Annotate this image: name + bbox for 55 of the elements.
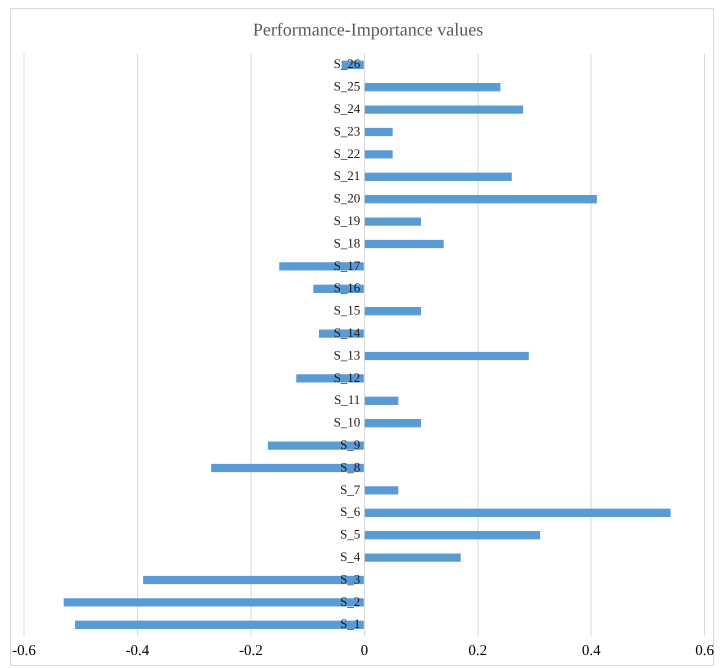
y-tick-label: S_15 <box>334 302 360 318</box>
x-tick-label: 0.6 <box>695 642 714 659</box>
bar <box>364 150 393 159</box>
y-tick-label: S_7 <box>340 482 361 497</box>
bar <box>364 396 398 405</box>
x-tick-label: 0.2 <box>468 642 488 659</box>
y-tick-label: S_6 <box>340 504 361 520</box>
bar <box>364 553 461 562</box>
y-tick-label: S_12 <box>334 370 360 385</box>
y-tick-label: S_16 <box>334 280 361 296</box>
y-tick-label: S_3 <box>340 571 360 586</box>
x-tick-label: 0 <box>360 642 368 659</box>
bar <box>364 508 671 517</box>
y-tick-label: S_11 <box>334 392 360 408</box>
bar <box>143 576 364 584</box>
bar <box>364 307 422 316</box>
bar <box>364 240 444 248</box>
y-tick-label: S_9 <box>340 437 360 452</box>
y-tick-label: S_13 <box>334 347 360 362</box>
y-tick-label: S_5 <box>340 526 360 542</box>
bar <box>364 217 422 226</box>
y-tick-label: S_10 <box>334 414 360 430</box>
x-tick-label: -0.6 <box>12 642 36 659</box>
bar <box>211 464 364 472</box>
y-tick-label: S_23 <box>334 123 360 138</box>
bar <box>364 486 398 495</box>
y-tick-label: S_25 <box>334 78 360 94</box>
y-tick-label: S_8 <box>340 459 360 474</box>
y-tick-label: S_4 <box>340 549 361 564</box>
y-tick-label: S_14 <box>334 325 361 340</box>
bar <box>364 531 540 540</box>
y-tick-label: S_17 <box>334 258 361 273</box>
y-tick-label: S_1 <box>340 616 360 632</box>
y-tick-label: S_21 <box>334 168 360 184</box>
bar <box>364 105 524 114</box>
y-tick-label: S_19 <box>334 213 360 228</box>
bar <box>268 441 364 450</box>
bar <box>64 598 364 607</box>
y-tick-label: S_22 <box>334 146 360 161</box>
y-tick-label: S_24 <box>334 101 361 116</box>
bar <box>364 172 512 181</box>
x-tick-label: -0.2 <box>239 642 263 659</box>
bar <box>364 128 393 136</box>
chart-title: Performance-Importance values <box>252 20 484 40</box>
bar <box>364 83 500 92</box>
bar <box>279 262 364 271</box>
bar <box>75 620 364 629</box>
y-tick-label: S_2 <box>340 594 360 609</box>
bar <box>364 352 529 360</box>
y-tick-label: S_20 <box>334 190 360 206</box>
x-tick-label: 0.4 <box>582 642 602 659</box>
bar <box>364 195 597 204</box>
x-tick-label: -0.4 <box>126 642 150 659</box>
bar <box>364 419 422 428</box>
y-tick-label: S_18 <box>334 235 360 250</box>
